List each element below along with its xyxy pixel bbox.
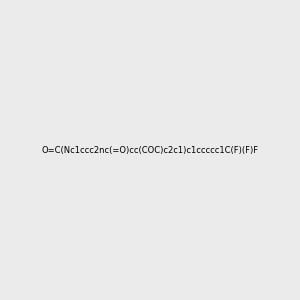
Text: O=C(Nc1ccc2nc(=O)cc(COC)c2c1)c1ccccc1C(F)(F)F: O=C(Nc1ccc2nc(=O)cc(COC)c2c1)c1ccccc1C(F… xyxy=(41,146,259,154)
